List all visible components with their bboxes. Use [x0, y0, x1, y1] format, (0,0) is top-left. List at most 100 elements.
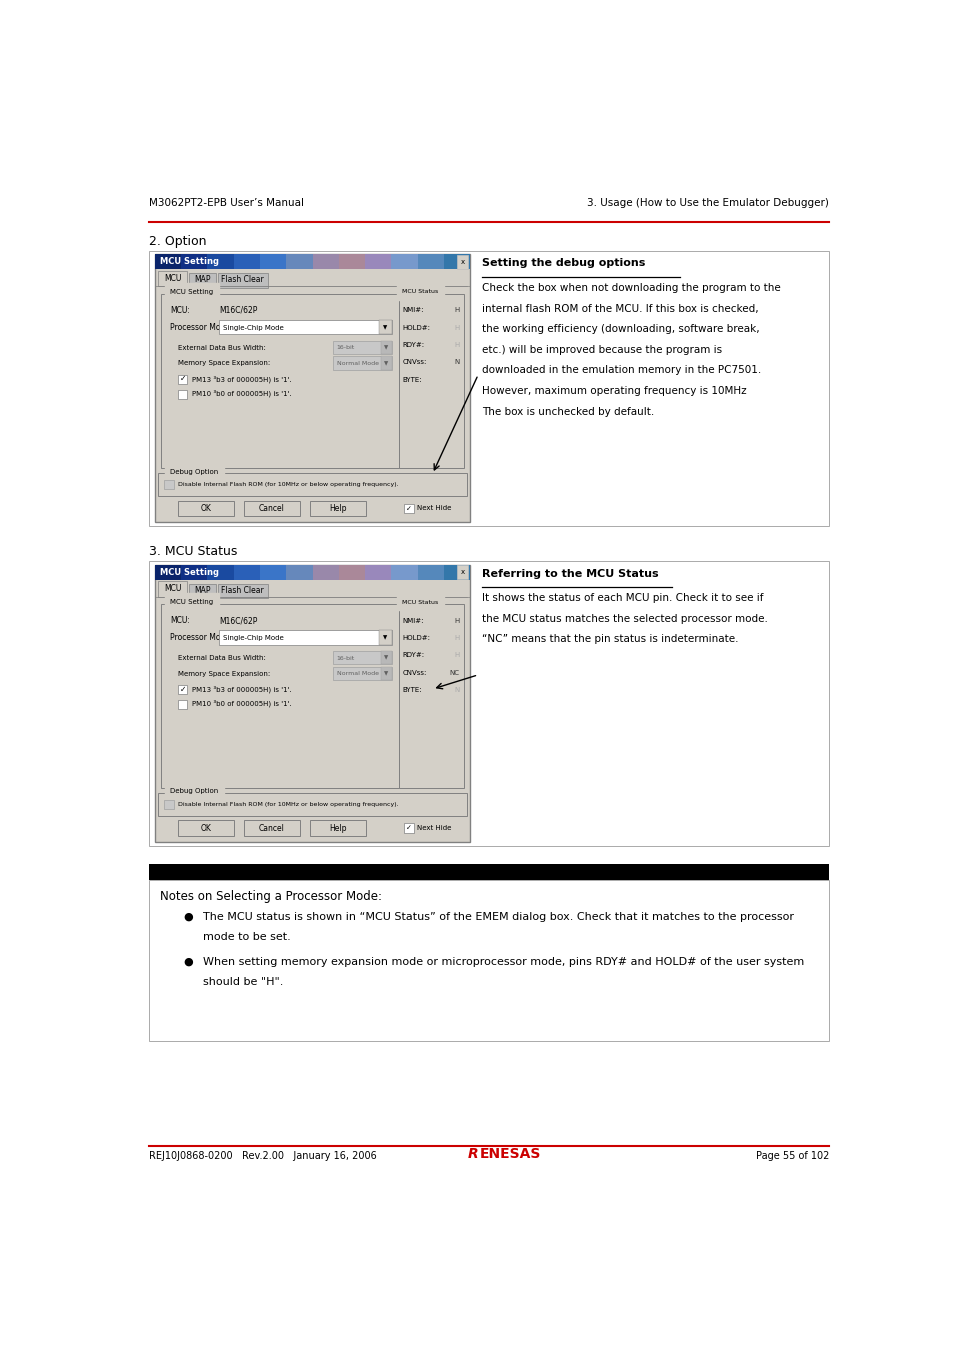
Text: External Data Bus Width:: External Data Bus Width: [178, 346, 266, 351]
Bar [260, 564, 286, 579]
Bar [333, 667, 391, 680]
Bar [310, 821, 365, 836]
Text: ▼: ▼ [383, 636, 387, 640]
Bar [313, 254, 338, 270]
Bar [178, 390, 187, 398]
Text: External Data Bus Width:: External Data Bus Width: [178, 655, 266, 662]
Bar [404, 504, 414, 513]
Text: ✓: ✓ [179, 374, 186, 383]
Bar [189, 583, 216, 598]
Bar [164, 799, 173, 809]
Bar [333, 356, 391, 370]
Text: N: N [454, 687, 459, 693]
Text: 16-bit: 16-bit [336, 346, 355, 351]
Text: H: H [454, 617, 459, 624]
Text: Help: Help [329, 824, 346, 833]
Text: Help: Help [329, 504, 346, 513]
Text: PM10 ³b0 of 000005H) is '1'.: PM10 ³b0 of 000005H) is '1'. [192, 390, 292, 397]
Bar [189, 273, 216, 288]
Bar [181, 254, 207, 270]
Bar [244, 821, 299, 836]
Bar [456, 566, 468, 579]
Text: PM10 ³b0 of 000005H) is '1'.: PM10 ³b0 of 000005H) is '1'. [192, 699, 292, 707]
Text: M16C/62P: M16C/62P [219, 305, 257, 315]
Bar [417, 254, 443, 270]
Text: MCU:: MCU: [171, 305, 190, 315]
Text: BYTE:: BYTE: [402, 687, 421, 693]
Bar [378, 320, 391, 335]
Bar [365, 254, 391, 270]
Text: Memory Space Expansion:: Memory Space Expansion: [178, 671, 270, 676]
Text: ▼: ▼ [383, 656, 388, 660]
Bar [365, 564, 391, 579]
Bar [178, 375, 187, 385]
Text: NMI#:: NMI#: [402, 617, 423, 624]
Bar [443, 564, 470, 579]
Bar [219, 630, 391, 645]
Text: Processor Mode:: Processor Mode: [171, 633, 233, 643]
Text: Processor Mode:: Processor Mode: [171, 323, 233, 332]
Bar [233, 564, 260, 579]
Text: HOLD#:: HOLD#: [402, 324, 430, 331]
Text: should be "H".: should be "H". [203, 977, 283, 987]
Bar [217, 583, 268, 598]
Bar [154, 564, 181, 579]
Bar [286, 564, 313, 579]
Text: 2. Option: 2. Option [149, 235, 206, 248]
Text: MAP: MAP [194, 275, 211, 285]
Bar [178, 686, 187, 694]
Text: The box is unchecked by default.: The box is unchecked by default. [481, 406, 654, 417]
Bar [154, 254, 181, 270]
Text: ✓: ✓ [179, 684, 186, 694]
Bar [380, 356, 391, 370]
Text: the working efficiency (downloading, software break,: the working efficiency (downloading, sof… [481, 324, 759, 335]
Text: x: x [460, 570, 464, 575]
Bar [149, 251, 828, 526]
Bar [380, 667, 391, 680]
Text: Cancel: Cancel [258, 824, 285, 833]
Text: Flash Clear: Flash Clear [221, 586, 264, 594]
Text: H: H [454, 342, 459, 348]
Text: Single-Chip Mode: Single-Chip Mode [223, 324, 284, 331]
Text: NC: NC [449, 670, 459, 675]
Text: Notes on Selecting a Processor Mode:: Notes on Selecting a Processor Mode: [160, 890, 382, 903]
Text: N: N [454, 359, 459, 366]
Text: MCU Setting: MCU Setting [171, 289, 213, 294]
Text: OK: OK [200, 504, 212, 513]
Text: R: R [468, 1148, 478, 1161]
Bar [207, 564, 233, 579]
Bar [333, 342, 391, 354]
Bar [158, 472, 467, 497]
Text: MCU:: MCU: [171, 616, 190, 625]
Text: CNVss:: CNVss: [402, 670, 426, 675]
Bar [380, 342, 391, 354]
Text: Page 55 of 102: Page 55 of 102 [755, 1152, 828, 1161]
Text: ▼: ▼ [383, 360, 388, 366]
Text: Flash Clear: Flash Clear [221, 275, 264, 285]
Bar [178, 699, 187, 709]
Bar [154, 254, 470, 522]
Text: Disable Internal Flash ROM (for 10MHz or below operating frequency).: Disable Internal Flash ROM (for 10MHz or… [178, 482, 398, 487]
Bar [149, 864, 828, 880]
Text: PM13 ³b3 of 000005H) is '1'.: PM13 ³b3 of 000005H) is '1'. [192, 375, 292, 382]
Bar [181, 564, 207, 579]
Bar [158, 271, 187, 286]
Text: OK: OK [200, 824, 212, 833]
Bar [178, 501, 233, 516]
Text: MCU Setting: MCU Setting [160, 568, 219, 576]
Bar [456, 255, 468, 269]
Text: ●: ● [183, 957, 193, 967]
Text: HOLD#:: HOLD#: [402, 634, 430, 641]
Text: mode to be set.: mode to be set. [203, 933, 291, 942]
Text: RDY#:: RDY#: [402, 652, 424, 659]
Text: Disable Internal Flash ROM (for 10MHz or below operating frequency).: Disable Internal Flash ROM (for 10MHz or… [178, 802, 398, 807]
Bar [260, 254, 286, 270]
Bar [161, 294, 399, 468]
Text: x: x [460, 259, 464, 265]
Bar [219, 320, 391, 335]
Text: Memory Space Expansion:: Memory Space Expansion: [178, 360, 270, 366]
Text: “NC” means that the pin status is indeterminate.: “NC” means that the pin status is indete… [481, 634, 738, 644]
Bar [378, 630, 391, 645]
Text: 16-bit: 16-bit [336, 656, 355, 660]
Text: H: H [454, 308, 459, 313]
